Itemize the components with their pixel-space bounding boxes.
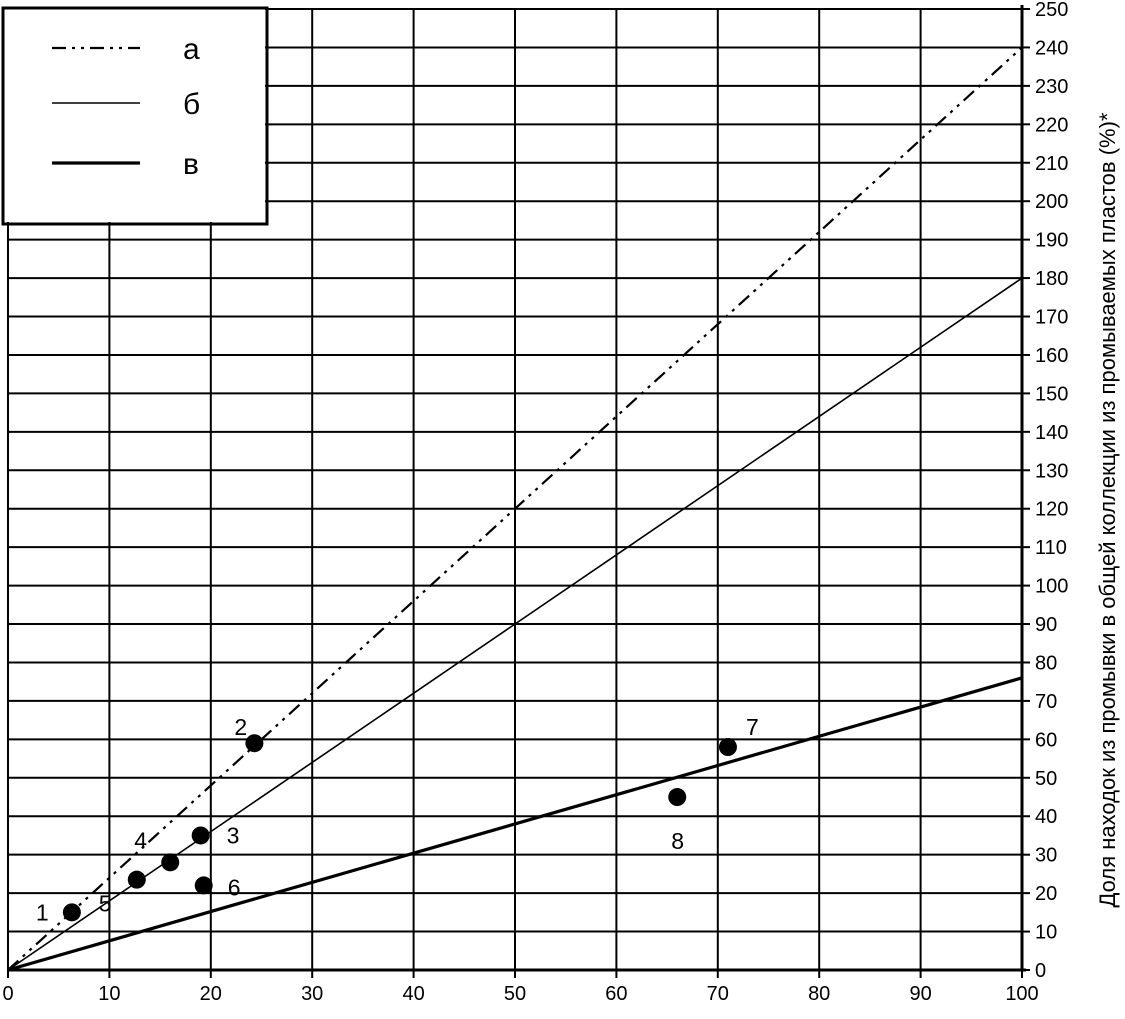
y-tick-label: 80	[1035, 652, 1057, 674]
y-tick-label: 40	[1035, 806, 1057, 828]
data-point-label-6: 6	[228, 874, 241, 900]
legend-label-в: в	[183, 148, 199, 181]
data-point-8	[668, 788, 687, 807]
y-tick-label: 70	[1035, 691, 1057, 713]
y-tick-label: 90	[1035, 614, 1057, 636]
data-points: 1 2 3 4 5 6 7 8	[36, 714, 759, 925]
data-point-label-7: 7	[746, 714, 759, 740]
data-point-7	[718, 738, 737, 757]
y-tick-label: 10	[1035, 922, 1057, 944]
trend-line-а	[7, 46, 1023, 971]
data-point-label-4: 4	[134, 827, 147, 853]
trend-line-б	[7, 277, 1023, 971]
data-point-label-8: 8	[671, 828, 684, 854]
data-point-4	[161, 853, 180, 872]
y-tick-label: 60	[1035, 729, 1057, 751]
legend-background	[0, 0, 265, 222]
y-tick-label: 240	[1035, 37, 1068, 59]
y-tick-label: 250	[1035, 0, 1068, 21]
x-tick-label: 70	[707, 983, 729, 1005]
data-point-label-5: 5	[99, 891, 112, 917]
y-axis-label: Доля находок из промывки в общей коллекц…	[1095, 112, 1120, 907]
y-tick-label: 150	[1035, 383, 1068, 405]
y-tick-label: 100	[1035, 576, 1068, 598]
y-tick-label: 160	[1035, 345, 1068, 367]
y-tick-label: 0	[1035, 960, 1046, 982]
y-tick-label: 210	[1035, 153, 1068, 175]
data-point-label-3: 3	[227, 822, 240, 848]
data-point-label-1: 1	[36, 899, 49, 925]
legend-frame	[1, 6, 269, 226]
trend-lines	[7, 46, 1023, 972]
x-tick-label: 40	[402, 983, 424, 1005]
legend-label-б: б	[183, 88, 200, 121]
y-tick-label: 130	[1035, 460, 1068, 482]
y-tick-label: 50	[1035, 768, 1057, 790]
x-tick-label: 0	[2, 983, 13, 1005]
y-tick-label: 220	[1035, 114, 1068, 136]
x-tick-label: 20	[200, 983, 222, 1005]
y-axis-label-group: Доля находок из промывки в общей коллекц…	[1095, 112, 1120, 907]
x-tick-label: 30	[301, 983, 323, 1005]
x-tick-label: 100	[1005, 983, 1038, 1005]
x-tick-label: 80	[808, 983, 830, 1005]
legend-label-а: а	[183, 33, 200, 66]
x-tick-label: 10	[98, 983, 120, 1005]
x-tick-label: 90	[909, 983, 931, 1005]
y-tick-label: 200	[1035, 191, 1068, 213]
y-tick-label: 140	[1035, 422, 1068, 444]
trend-line-в	[7, 676, 1023, 972]
data-point-6	[194, 876, 213, 895]
data-point-3	[191, 826, 210, 845]
data-point-label-2: 2	[234, 714, 247, 740]
data-point-2	[245, 734, 264, 753]
data-point-1	[62, 903, 81, 922]
y-tick-label: 120	[1035, 499, 1068, 521]
y-tick-label: 110	[1035, 537, 1067, 559]
y-tick-label: 30	[1035, 845, 1057, 867]
y-tick-label: 180	[1035, 268, 1068, 290]
y-tick-label: 190	[1035, 230, 1068, 252]
x-tick-label: 50	[504, 983, 526, 1005]
legend: абв	[0, 0, 269, 226]
y-tick-label: 20	[1035, 883, 1057, 905]
y-tick-label: 170	[1035, 307, 1068, 329]
y-tick-label: 230	[1035, 76, 1068, 98]
data-point-5	[127, 870, 146, 889]
axes: 0 10 20 30 40 50 60 70 80 90 100010203040506070809…	[2, 0, 1068, 1005]
x-tick-label: 60	[605, 983, 627, 1005]
